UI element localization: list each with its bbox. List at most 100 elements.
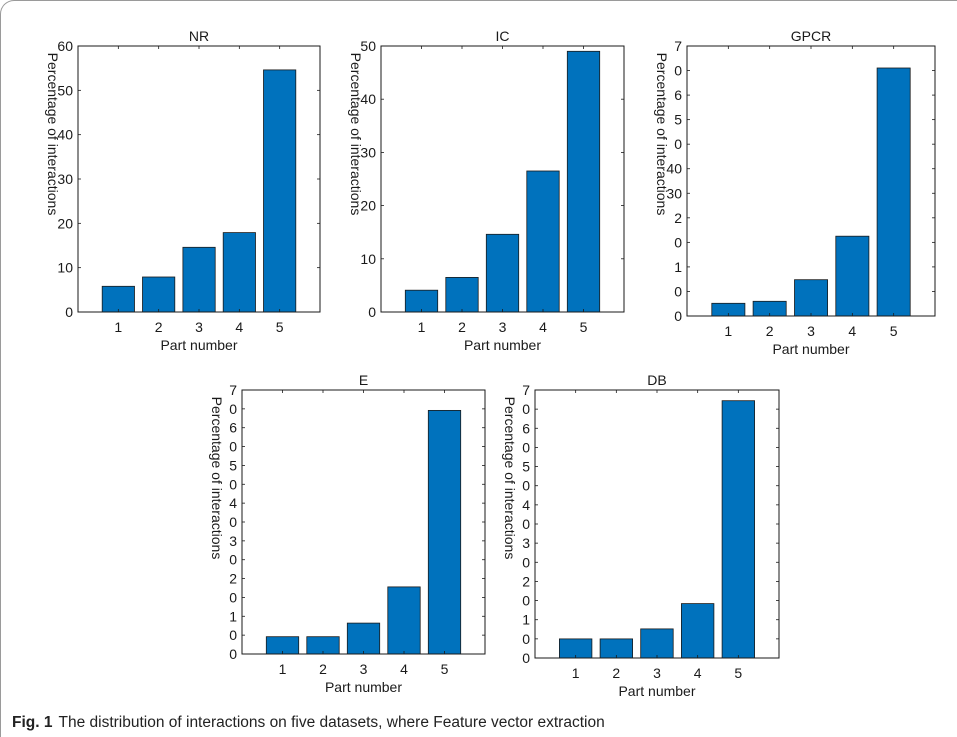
y-tick-label: 0 (229, 401, 237, 417)
x-tick-label: 5 (441, 661, 449, 677)
x-tick-label: 4 (539, 319, 547, 335)
chart-title: GPCR (791, 28, 831, 44)
x-axis-label: Part number (160, 337, 237, 353)
y-tick-label: 0 (522, 631, 530, 647)
figure-caption: Fig. 1 The distribution of interactions o… (12, 714, 605, 732)
y-tick-label: 0 (674, 308, 682, 324)
chart-title: IC (496, 28, 510, 44)
x-tick-label: 3 (807, 323, 815, 339)
x-tick-label: 2 (766, 323, 774, 339)
bar-4 (526, 170, 560, 313)
y-tick-label: 40 (360, 91, 376, 107)
y-tick-label: 0 (522, 439, 530, 455)
y-tick-label: 30 (360, 144, 376, 160)
y-tick-label: 4 (522, 497, 530, 513)
x-axis-label: Part number (772, 341, 849, 357)
y-tick-label: 2 (674, 210, 682, 226)
y-tick-label: 50 (360, 38, 376, 54)
y-tick-label: 6 (229, 420, 237, 436)
y-tick-label: 20 (360, 198, 376, 214)
y-tick-label: 5 (522, 459, 530, 475)
bar-3 (346, 622, 381, 655)
x-tick-label: 1 (114, 319, 122, 335)
x-tick-label: 4 (694, 665, 702, 681)
y-tick-label: 0 (229, 627, 237, 643)
x-tick-label: 2 (155, 319, 163, 335)
chart-title: DB (647, 372, 666, 388)
y-tick-label: 0 (229, 589, 237, 605)
y-tick-label: 0 (229, 476, 237, 492)
y-tick-label: 3 (229, 533, 237, 549)
x-tick-label: 3 (360, 661, 368, 677)
caption-text: The distribution of interactions on five… (58, 714, 605, 731)
y-tick-label: 0 (522, 401, 530, 417)
x-tick-label: 2 (319, 661, 327, 677)
y-tick-label: 6 (674, 87, 682, 103)
y-axis-label: Percentage of interactions (45, 53, 61, 216)
y-tick-label: 0 (65, 304, 73, 320)
y-tick-label: 50 (57, 82, 73, 98)
y-tick-label: 10 (360, 251, 376, 267)
bar-2 (445, 276, 479, 313)
bar-4 (835, 235, 870, 317)
bar-5 (427, 409, 462, 655)
y-tick-label: 20 (57, 215, 73, 231)
y-axis-label: Percentage of interactions (348, 53, 364, 216)
bar-4 (681, 603, 715, 659)
x-tick-label: 3 (499, 319, 507, 335)
x-axis-label: Part number (464, 337, 541, 353)
y-tick-label: 1 (229, 608, 237, 624)
y-tick-label: 7 (229, 382, 237, 398)
y-tick-label: 2 (522, 573, 530, 589)
bar-2 (142, 276, 176, 313)
y-tick-label: 0 (229, 514, 237, 530)
x-tick-label: 3 (195, 319, 203, 335)
y-tick-label: 30 (666, 185, 682, 201)
y-tick-label: 0 (522, 593, 530, 609)
bar-5 (721, 400, 755, 659)
y-axis-label: Percentage of interactions (209, 397, 225, 560)
y-tick-label: 0 (229, 439, 237, 455)
bar-4 (387, 586, 421, 655)
bar-3 (640, 628, 674, 659)
bar-1 (101, 285, 135, 313)
x-tick-label: 3 (653, 665, 661, 681)
y-tick-label: 0 (674, 63, 682, 79)
y-tick-label: 5 (229, 457, 237, 473)
y-axis-label: Percentage of interactions (502, 397, 518, 560)
y-tick-label: 1 (522, 612, 530, 628)
y-tick-label: 4 (229, 495, 237, 511)
chart-title: E (359, 372, 368, 388)
x-axis-label: Part number (325, 679, 402, 695)
y-tick-label: 0 (522, 516, 530, 532)
y-tick-label: 0 (229, 552, 237, 568)
y-tick-label: 7 (674, 38, 682, 54)
y-tick-label: 40 (666, 161, 682, 177)
x-tick-label: 5 (580, 319, 588, 335)
y-tick-label: 0 (674, 136, 682, 152)
y-tick-label: 3 (522, 535, 530, 551)
x-tick-label: 4 (235, 319, 243, 335)
y-tick-label: 10 (57, 260, 73, 276)
y-tick-label: 2 (229, 571, 237, 587)
x-tick-label: 4 (400, 661, 408, 677)
y-tick-label: 0 (229, 646, 237, 662)
x-tick-label: 4 (848, 323, 856, 339)
y-tick-label: 5 (674, 112, 682, 128)
bar-4 (222, 232, 256, 313)
y-tick-label: 0 (674, 234, 682, 250)
y-axis-label: Percentage of interactions (654, 53, 670, 216)
y-tick-label: 30 (57, 171, 73, 187)
x-tick-label: 5 (890, 323, 898, 339)
x-tick-label: 1 (724, 323, 732, 339)
x-tick-label: 2 (458, 319, 466, 335)
bar-5 (263, 69, 297, 313)
x-tick-label: 1 (572, 665, 580, 681)
x-tick-label: 1 (279, 661, 287, 677)
x-tick-label: 1 (418, 319, 426, 335)
